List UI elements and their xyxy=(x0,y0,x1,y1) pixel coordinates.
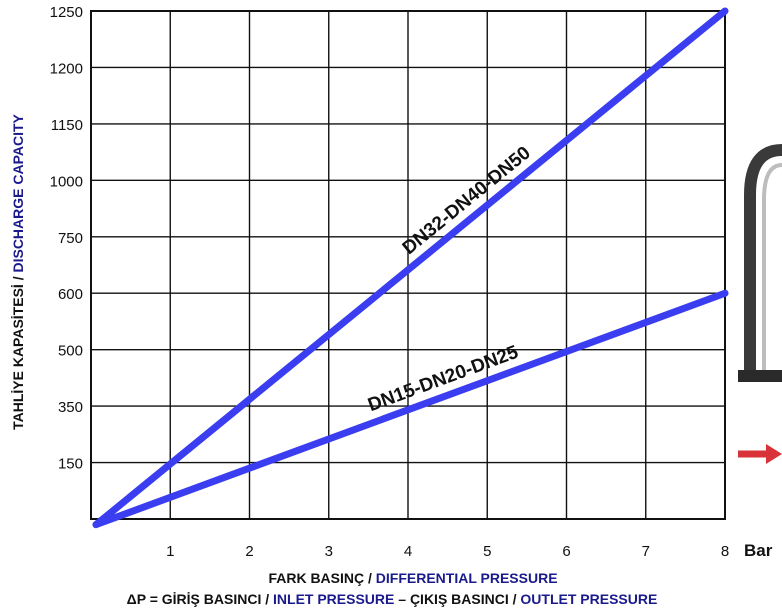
formula-part-3: – ÇIKIŞ BASINCI / xyxy=(394,591,520,607)
y-tick-label: 750 xyxy=(58,230,83,247)
y-tick-label: 150 xyxy=(58,456,83,473)
y-tick-label: 1250 xyxy=(50,4,83,21)
y-tick-label: 600 xyxy=(58,286,83,303)
x-tick-label: 3 xyxy=(325,543,333,560)
x-axis-title-en: DIFFERENTIAL PRESSURE xyxy=(376,570,558,586)
series-label: DN32-DN40-DN50 xyxy=(399,143,535,259)
y-tick-label: 500 xyxy=(58,343,83,360)
formula-part-1: ΔP = GİRİŞ BASINCI / xyxy=(127,591,273,607)
y-axis-title-en: DISCHARGE CAPACITY xyxy=(10,113,26,272)
y-tick-label: 1150 xyxy=(51,117,83,134)
series-line xyxy=(92,7,729,529)
y-tick-label: 1200 xyxy=(50,60,83,77)
series-line xyxy=(92,289,729,529)
formula-part-4: OUTLET PRESSURE xyxy=(520,591,657,607)
x-tick-label: 8 xyxy=(721,543,729,560)
x-tick-label: 6 xyxy=(562,543,570,560)
pressure-formula: ΔP = GİRİŞ BASINCI / INLET PRESSURE – ÇI… xyxy=(127,591,658,607)
y-axis-ticks: 150 350 500 600 750 1000 1150 1200 1250 xyxy=(50,4,83,473)
x-axis-title: FARK BASINÇ / DIFFERENTIAL PRESSURE xyxy=(268,570,557,586)
x-tick-label: 2 xyxy=(245,543,253,560)
formula-part-2: INLET PRESSURE xyxy=(273,591,394,607)
y-axis-title-tr: TAHLİYE KAPASİTESİ / xyxy=(10,273,26,430)
chart-grid xyxy=(90,10,726,520)
pipe-illustration xyxy=(738,144,782,464)
x-tick-label: 5 xyxy=(483,543,491,560)
x-axis-ticks: 1 2 3 4 5 6 7 8 xyxy=(166,543,729,560)
x-tick-label: 1 xyxy=(166,543,174,560)
y-axis-title: TAHLİYE KAPASİTESİ / DISCHARGE CAPACITY xyxy=(10,113,26,429)
y-tick-label: 350 xyxy=(58,399,83,416)
x-tick-label: 7 xyxy=(642,543,650,560)
x-tick-label: 4 xyxy=(404,543,412,560)
y-tick-label: 1000 xyxy=(50,173,83,190)
x-axis-title-tr: FARK BASINÇ / xyxy=(268,570,375,586)
x-unit-label: Bar xyxy=(744,541,773,560)
